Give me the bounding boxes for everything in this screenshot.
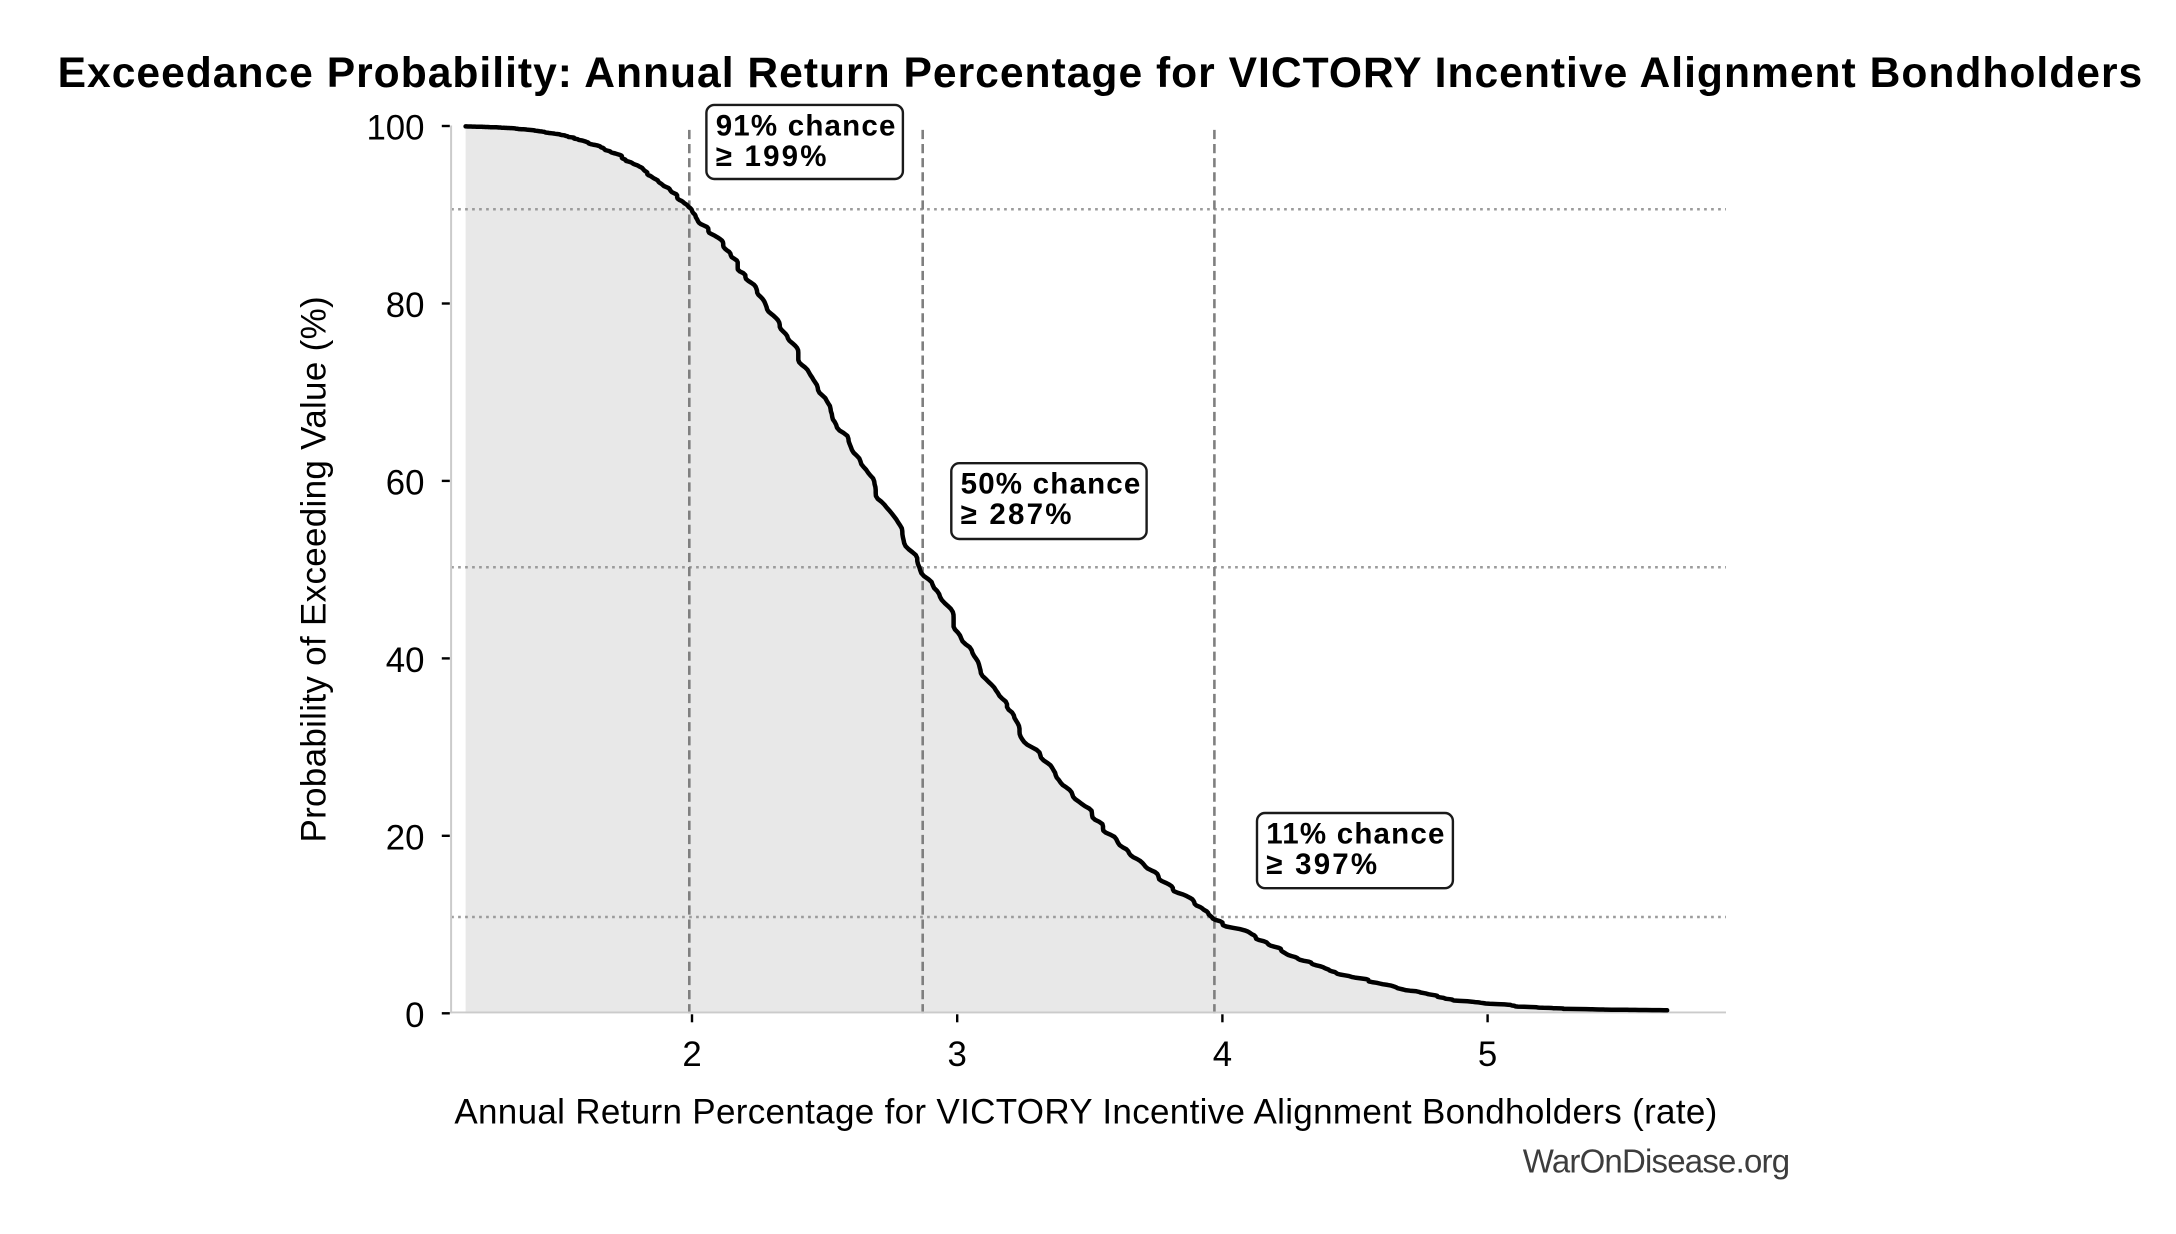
svg-text:5: 5 <box>1478 1035 1497 1074</box>
svg-text:≥ 397%: ≥ 397% <box>1266 848 1379 881</box>
svg-text:Exceedance Probability: Annual: Exceedance Probability: Annual Return Pe… <box>58 49 2144 97</box>
svg-text:80: 80 <box>386 286 425 325</box>
svg-text:50% chance: 50% chance <box>961 468 1142 501</box>
svg-text:11% chance: 11% chance <box>1266 817 1445 850</box>
svg-text:WarOnDisease.org: WarOnDisease.org <box>1523 1143 1790 1180</box>
svg-text:≥ 199%: ≥ 199% <box>716 140 829 173</box>
svg-text:0: 0 <box>405 996 424 1035</box>
svg-text:20: 20 <box>386 818 425 857</box>
svg-text:4: 4 <box>1213 1035 1232 1074</box>
svg-text:Probability of Exceeding Value: Probability of Exceeding Value (%) <box>294 296 333 843</box>
svg-text:100: 100 <box>366 109 424 148</box>
svg-text:60: 60 <box>386 464 425 503</box>
svg-text:91% chance: 91% chance <box>716 109 897 142</box>
svg-text:2: 2 <box>682 1035 701 1074</box>
svg-text:≥ 287%: ≥ 287% <box>961 498 1074 531</box>
svg-text:40: 40 <box>386 641 425 680</box>
svg-text:3: 3 <box>948 1035 967 1074</box>
svg-text:Annual Return Percentage for V: Annual Return Percentage for VICTORY Inc… <box>454 1092 1717 1131</box>
